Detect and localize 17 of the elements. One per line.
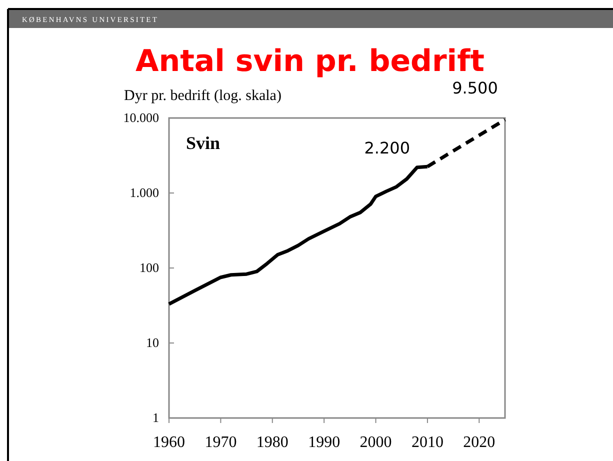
- y-tick-label: 10: [146, 335, 159, 350]
- annotation: 9.500: [452, 78, 498, 98]
- y-tick-label: 1.000: [130, 185, 159, 200]
- x-tick-label: 1960: [153, 434, 185, 451]
- x-tick-label: 1980: [256, 434, 288, 451]
- annotation: Svin: [186, 133, 220, 153]
- annotation: 2.200: [364, 138, 410, 158]
- x-tick-label: 1970: [204, 434, 237, 451]
- x-tick-label: 2000: [360, 434, 392, 451]
- chart-title: Antal svin pr. bedrift: [136, 44, 484, 79]
- x-tick-label: 2020: [463, 434, 496, 451]
- x-tick-label: 2010: [411, 434, 444, 451]
- y-tick-label: 10.000: [123, 110, 159, 125]
- x-tick-label: 1990: [308, 434, 340, 451]
- y-tick-label: 1: [152, 410, 159, 425]
- y-tick-label: 100: [140, 260, 159, 275]
- y-axis-title: Dyr pr. bedrift (log. skala): [124, 88, 282, 104]
